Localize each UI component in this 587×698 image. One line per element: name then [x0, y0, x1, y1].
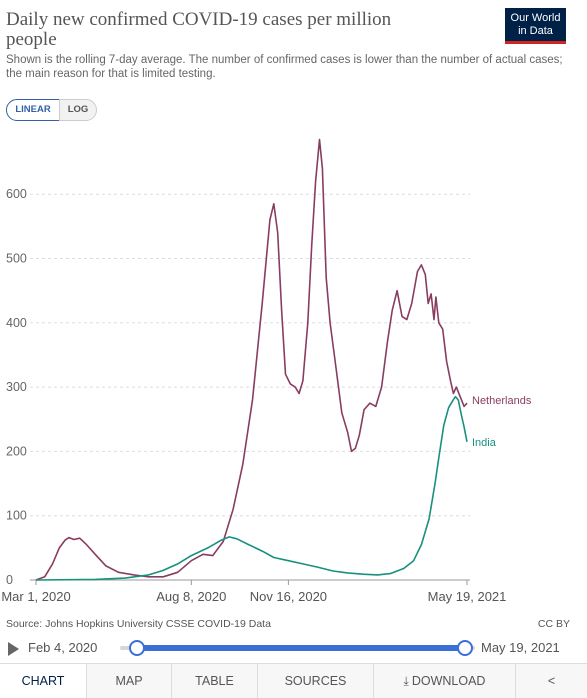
series-label-india: India [472, 437, 497, 449]
timeline: Feb 4, 2020 May 19, 2021 [0, 636, 587, 660]
logo-line-1: Our World [510, 12, 561, 24]
license-link[interactable]: CC BY [537, 618, 570, 630]
tab-chart[interactable]: CHART [0, 664, 86, 698]
timeline-end-handle[interactable] [457, 640, 473, 656]
play-icon[interactable] [8, 642, 19, 656]
chart-title: Daily new confirmed COVID-19 cases per m… [6, 9, 392, 50]
chart-grid [30, 193, 470, 581]
x-tick-label: Aug 8, 2020 [156, 589, 226, 604]
share-button[interactable]: < [515, 664, 587, 698]
tab-map[interactable]: MAP [86, 664, 171, 698]
chart-subtitle: Shown is the rolling 7-day average. The … [6, 54, 563, 80]
timeline-start-handle[interactable] [129, 640, 145, 656]
tab-table[interactable]: TABLE [171, 664, 257, 698]
tab-sources[interactable]: SOURCES [257, 664, 373, 698]
source-note[interactable]: Source: Johns Hopkins University CSSE CO… [6, 618, 271, 630]
y-tick-label: 100 [6, 509, 27, 523]
timeline-end-label: May 19, 2021 [481, 640, 560, 655]
y-tick-label: 500 [6, 252, 27, 266]
y-tick-label: 400 [6, 316, 27, 330]
logo-bar [505, 41, 566, 44]
x-axis: Mar 1, 2020 Aug 8, 2020 Nov 16, 2020 May 19… [1, 580, 506, 604]
x-tick-label: Mar 1, 2020 [1, 589, 70, 604]
tab-download-label: DOWNLOAD [411, 674, 486, 688]
x-tick-label: May 19, 2021 [428, 589, 507, 604]
tab-bar: CHART MAP TABLE SOURCES ⤓ DOWNLOAD < [0, 663, 587, 698]
log-scale-button[interactable]: LOG [59, 99, 97, 121]
tab-download[interactable]: ⤓ DOWNLOAD [373, 664, 515, 698]
owid-logo[interactable]: Our World in Data [505, 8, 566, 44]
y-axis-ticks: 0 100 200 300 400 500 600 [6, 187, 27, 587]
y-tick-label: 300 [6, 380, 27, 394]
logo-line-2: in Data [518, 25, 553, 37]
timeline-range[interactable] [137, 645, 465, 651]
series-line-netherlands [35, 138, 468, 581]
linear-scale-button[interactable]: LINEAR [6, 99, 60, 121]
timeline-start-label: Feb 4, 2020 [28, 640, 98, 655]
download-icon: ⤓ [403, 674, 409, 688]
line-chart: 0 100 200 300 400 500 600 Mar 1, 2020 Aug 8, 20… [1, 138, 532, 604]
series-line-india [35, 395, 468, 581]
y-tick-label: 600 [6, 187, 27, 201]
x-tick-label: Nov 16, 2020 [250, 589, 327, 604]
series-labels: Netherlands India [472, 395, 532, 449]
y-tick-label: 200 [6, 444, 27, 458]
series-label-netherlands: Netherlands [472, 395, 532, 407]
share-icon: < [547, 674, 556, 688]
chart-series [35, 138, 468, 581]
y-tick-label: 0 [6, 573, 13, 587]
